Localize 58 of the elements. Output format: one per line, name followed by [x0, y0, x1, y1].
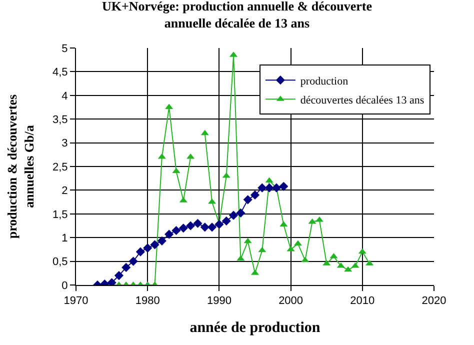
- point: [236, 255, 245, 261]
- point: [200, 222, 210, 232]
- point: [150, 240, 160, 250]
- point: [128, 256, 138, 266]
- x-axis-title: année de production: [190, 320, 321, 336]
- chart-title: UK+Norvége: production annuelle & découverte annuelle décalée de 13 ans: [102, 0, 372, 30]
- point: [207, 222, 217, 232]
- point: [143, 243, 152, 253]
- y-tick-label: 0: [62, 280, 68, 292]
- point: [172, 226, 181, 236]
- point: [114, 270, 124, 280]
- point: [272, 183, 282, 192]
- point: [294, 240, 302, 246]
- point: [279, 182, 288, 191]
- point: [308, 218, 316, 224]
- y-tick-label: 3,5: [52, 114, 68, 126]
- point: [301, 256, 310, 262]
- y-tick-label: 2,5: [52, 161, 68, 174]
- x-tick-label: 2020: [422, 295, 446, 308]
- y-tick-label: 2: [62, 185, 68, 198]
- point: [228, 210, 238, 220]
- x-tick-label: 1970: [64, 295, 88, 308]
- point: [344, 266, 352, 272]
- point: [236, 208, 246, 218]
- y-tick-label: 1,5: [52, 208, 68, 221]
- point: [214, 220, 224, 229]
- point: [280, 221, 288, 227]
- point: [250, 190, 260, 200]
- point: [136, 247, 145, 256]
- y-tick-label: 5: [62, 42, 68, 55]
- x-tick-label: 1990: [206, 295, 232, 308]
- point: [358, 248, 366, 254]
- point: [222, 172, 230, 178]
- legend-label: production: [300, 75, 349, 88]
- y-tick-label: 0,5: [52, 256, 68, 268]
- point: [286, 246, 295, 252]
- point: [193, 218, 202, 228]
- y-tick-label: 1: [62, 232, 68, 244]
- x-tick-label: 2010: [350, 295, 375, 308]
- point: [178, 224, 188, 233]
- point: [244, 238, 252, 244]
- point: [122, 262, 131, 272]
- y-axis-title: production & découvertes annuelles Gb/a: [4, 94, 36, 239]
- point: [222, 216, 231, 226]
- point: [264, 183, 274, 192]
- point: [157, 236, 166, 246]
- point: [164, 230, 174, 239]
- x-tick-label: 1980: [135, 295, 160, 308]
- y-tick-label: 4,5: [52, 66, 68, 79]
- point: [258, 246, 266, 252]
- legend-label: découvertes décalées 13 ans: [300, 94, 424, 106]
- y-tick-label: 4: [62, 90, 68, 102]
- point: [243, 195, 252, 204]
- point: [200, 130, 209, 136]
- point: [186, 221, 196, 230]
- y-tick-label: 3: [62, 138, 68, 150]
- x-tick-label: 2000: [278, 295, 304, 308]
- point: [258, 183, 267, 192]
